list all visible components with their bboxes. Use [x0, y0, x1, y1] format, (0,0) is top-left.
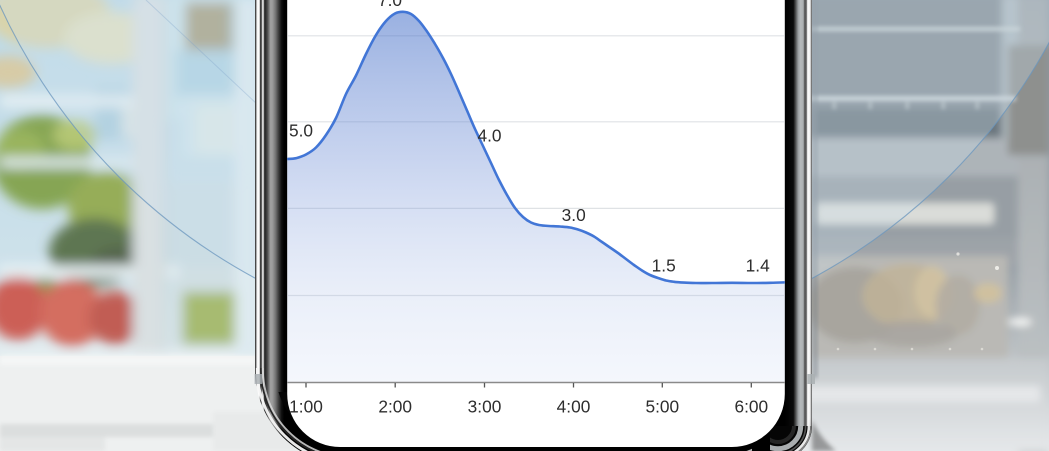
svg-text:4.0: 4.0: [477, 125, 501, 145]
svg-text:2:00: 2:00: [378, 397, 412, 417]
svg-text:1:00: 1:00: [289, 397, 323, 417]
svg-text:6:00: 6:00: [734, 397, 768, 417]
svg-text:3.0: 3.0: [562, 205, 586, 225]
svg-text:1.5: 1.5: [652, 256, 676, 276]
svg-text:7.0: 7.0: [378, 0, 402, 10]
svg-text:4:00: 4:00: [557, 397, 591, 417]
svg-text:1.4: 1.4: [746, 256, 770, 276]
svg-text:3:00: 3:00: [468, 397, 502, 417]
svg-text:5:00: 5:00: [645, 397, 679, 417]
svg-text:5.0: 5.0: [289, 121, 313, 141]
